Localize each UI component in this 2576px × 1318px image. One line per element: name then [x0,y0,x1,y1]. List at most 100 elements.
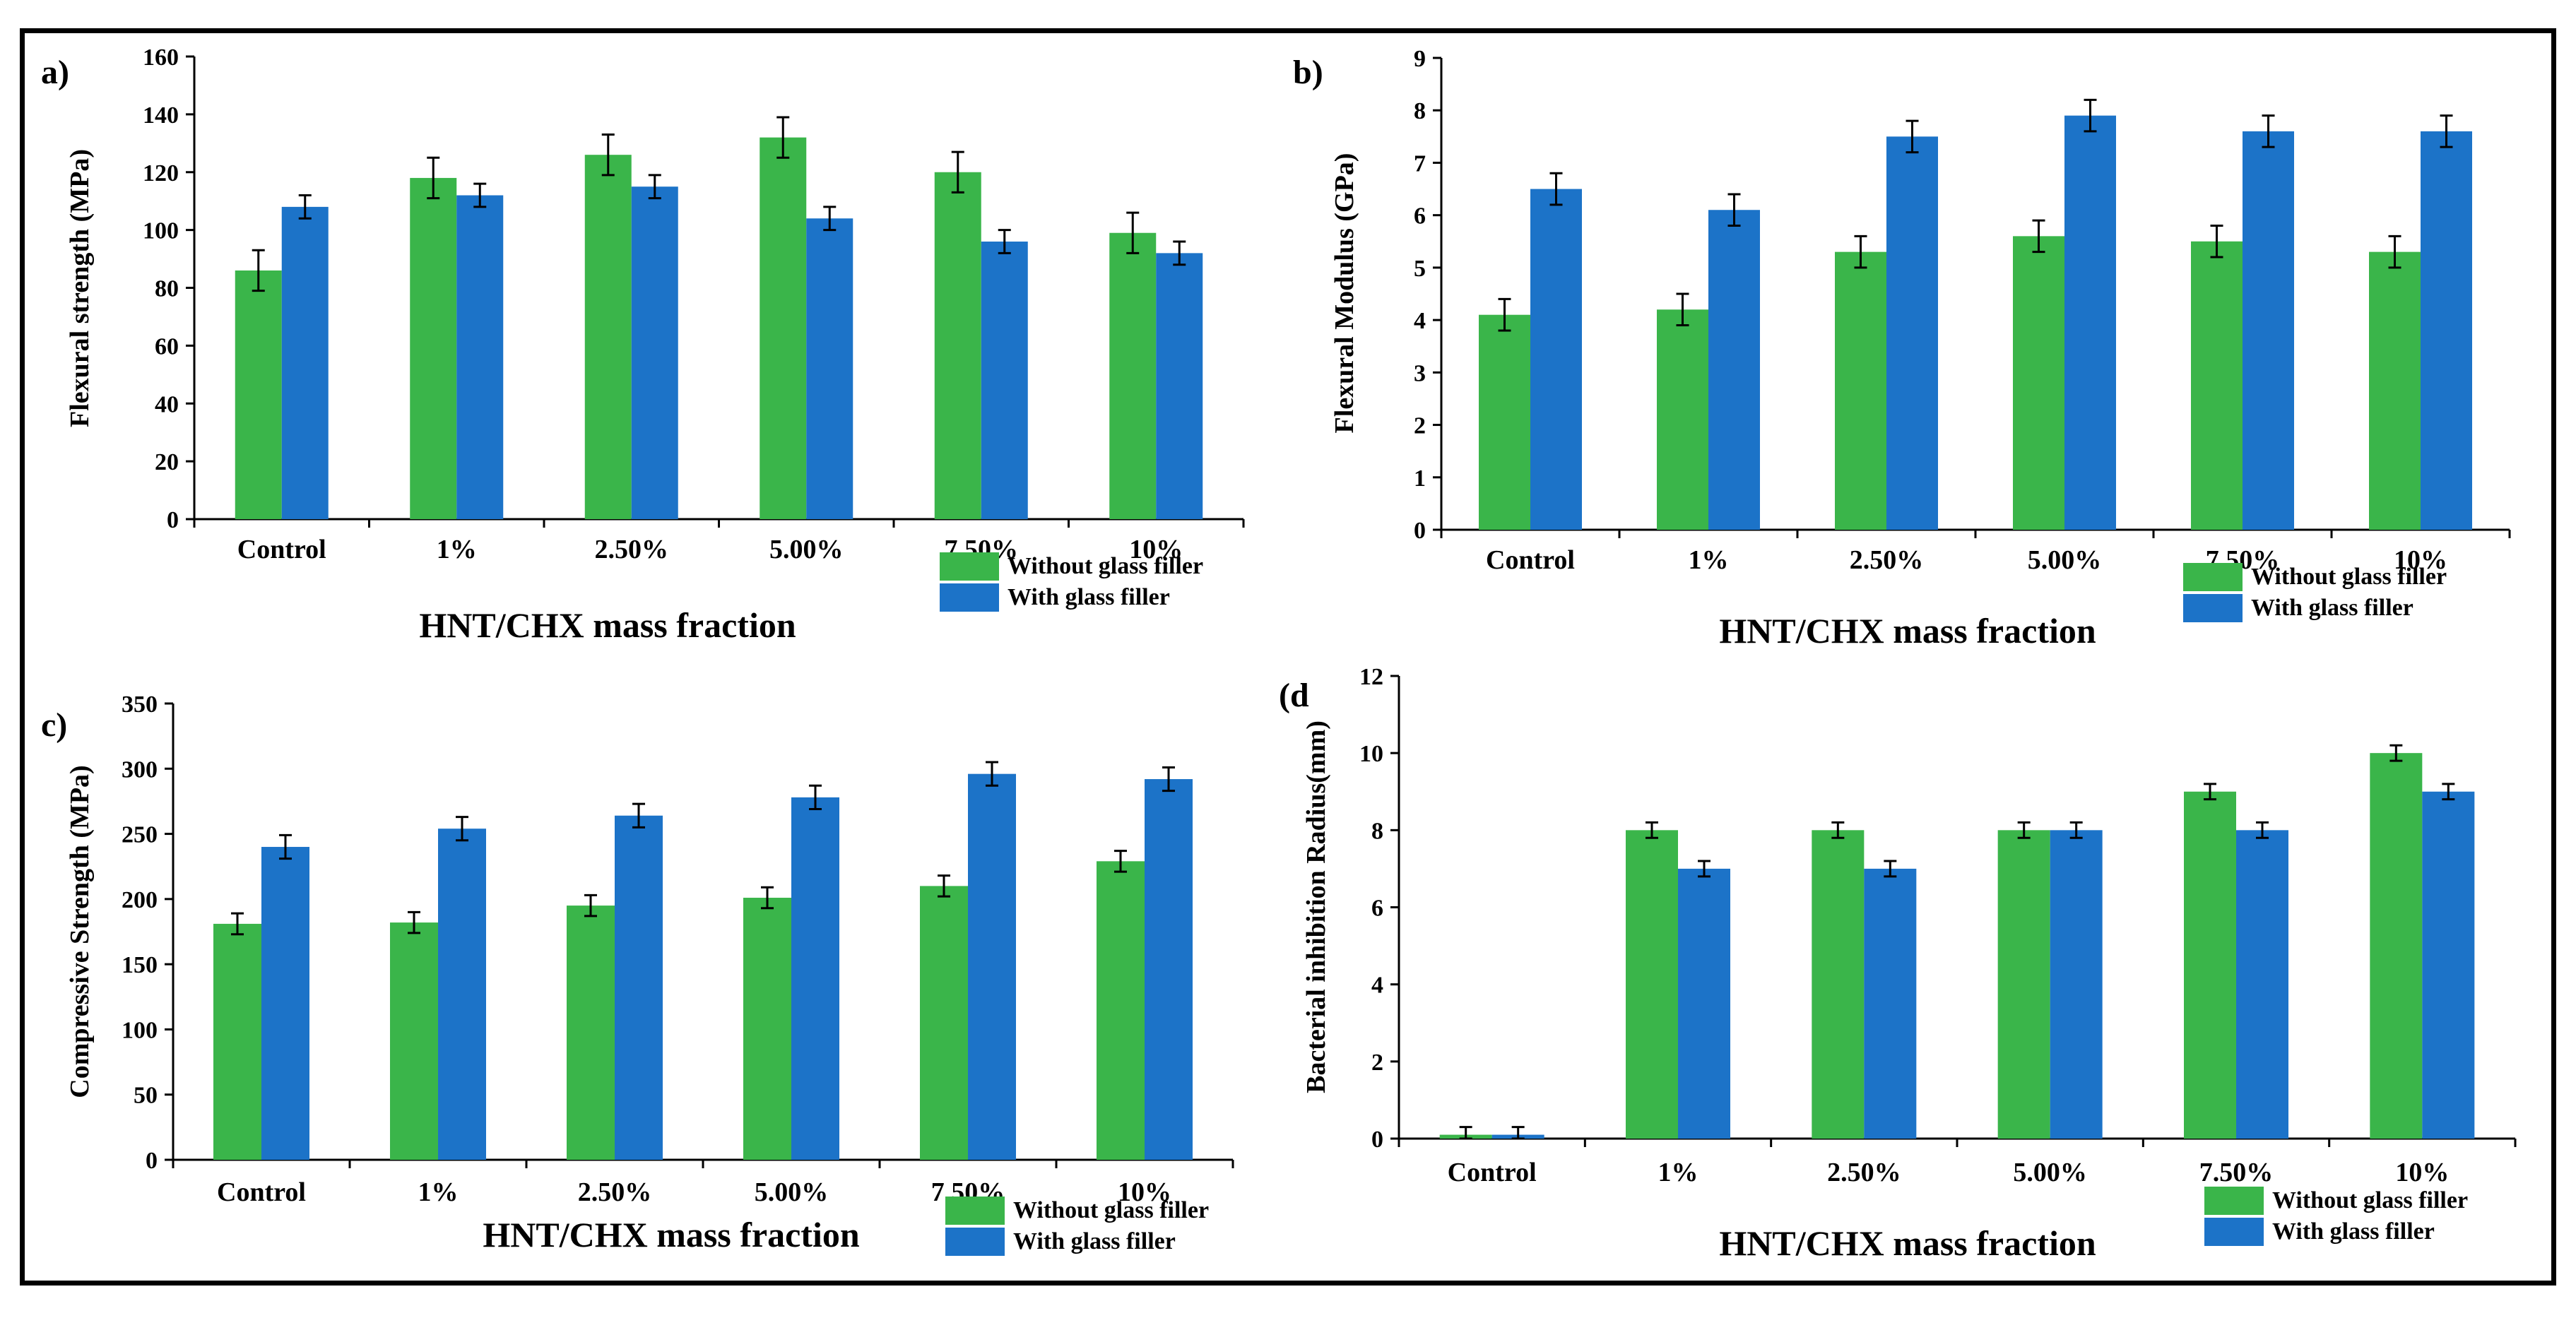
panel-a-x-axis-title: HNT/CHX mass fraction [419,605,796,645]
panel-d-bar-without-filler [2184,791,2236,1139]
panel-b-legend-swatch-with [2183,594,2243,622]
panel-d-bar-without-filler [1997,830,2050,1139]
panel-b-legend-label: With glass filler [2251,595,2413,621]
panel-b-legend-label: Without glass filler [2251,564,2447,590]
panel-c-y-axis-title: Compressive Strength (MPa) [65,765,95,1098]
panel-a-y-tick-label: 120 [143,160,179,186]
panel-d-legend-swatch-without [2204,1187,2264,1215]
panel-b-category-label: 1% [1689,545,1729,575]
panel-d-y-axis-title: Bacterial inhibition Radius(mm) [1301,720,1331,1093]
panel-b-y-tick-label: 5 [1414,256,1426,282]
panel-c-legend-label: With glass filler [1013,1228,1176,1254]
panel-b-y-tick-label: 2 [1414,413,1426,439]
panel-c-legend-label: Without glass filler [1013,1197,1209,1223]
panel-d-category-label: 1% [1658,1158,1698,1187]
panel-a-category-label: 2.50% [595,535,669,564]
panel-a-y-tick-label: 40 [155,391,179,417]
panel-a-label: a) [41,54,69,91]
panel-a-bar-without-filler [934,172,981,519]
panel-b-category-label: Control [1486,545,1575,575]
panel-a-category-label: 10% [1129,535,1183,564]
panel-c-bar-with-filler [791,797,839,1160]
panel-c-bar-with-filler [968,773,1016,1160]
panel-c-y-tick-label: 100 [122,1017,158,1043]
panel-a-bar-without-filler [584,155,632,519]
panel-b-category-label: 2.50% [1850,545,1924,575]
figure-frame [20,28,2556,1286]
panel-a-bar-with-filler [1156,253,1203,519]
panel-c-bar-without-filler [1097,861,1145,1160]
panel-d-bar-with-filler [2236,830,2288,1139]
panel-b-y-tick-label: 0 [1414,518,1426,544]
panel-c-bar-without-filler [213,923,261,1160]
panel-d-label: (d [1279,677,1309,714]
panel-b-bar-with-filler [1708,210,1760,530]
panel-d-y-tick-label: 10 [1359,741,1383,767]
panel-b-bar-without-filler [2369,251,2421,530]
panel-c-bar-with-filler [261,847,309,1160]
panel-c-y-tick-label: 0 [146,1148,158,1174]
panel-c-y-tick-label: 200 [122,887,158,913]
panel-a-bar-without-filler [1109,232,1157,519]
panel-d-bar-with-filler [2050,830,2103,1139]
panel-c-category-label: 1% [418,1177,459,1207]
panel-b-y-axis-title: Flexural Modulus (GPa) [1330,153,1359,434]
panel-a-y-tick-label: 100 [143,218,179,244]
panel-d-bar-with-filler [1678,868,1730,1139]
panel-c-bar-without-filler [743,898,791,1160]
panel-b-bar-without-filler [1479,314,1530,530]
panel-d-y-tick-label: 2 [1371,1050,1383,1076]
panel-b-y-tick-label: 8 [1414,98,1426,124]
panel-a-y-tick-label: 60 [155,333,179,360]
panel-a-bar-with-filler [631,186,678,519]
panel-d-bar-without-filler [1812,830,1865,1139]
panel-b-y-tick-label: 4 [1414,308,1426,334]
panel-d-legend-label: Without glass filler [2272,1187,2468,1213]
panel-b-y-tick-label: 9 [1414,46,1426,72]
panel-b-bar-with-filler [2421,131,2472,530]
panel-a-y-tick-label: 20 [155,449,179,475]
panel-c-bar-without-filler [390,922,438,1160]
panel-d-y-tick-label: 0 [1371,1127,1383,1153]
panel-a-y-tick-label: 140 [143,102,179,129]
panel-a-y-tick-label: 80 [155,276,179,302]
panel-b-y-tick-label: 7 [1414,150,1426,177]
panel-a-y-tick-label: 160 [143,44,179,71]
panel-a-bar-without-filler [760,137,807,519]
panel-d-bar-with-filler [2422,791,2475,1139]
panel-b-x-axis-title: HNT/CHX mass fraction [1719,611,2096,651]
panel-d-category-label: 7.50% [2199,1158,2274,1187]
panel-b-bar-with-filler [1530,189,1582,530]
panel-d-category-label: 10% [2395,1158,2449,1187]
panel-c-category-label: 2.50% [578,1177,652,1207]
panel-b-bar-without-filler [2191,241,2243,530]
panel-d-y-tick-label: 4 [1371,973,1383,999]
panel-a-category-label: Control [237,535,326,564]
panel-d-category-label: 5.00% [2013,1158,2087,1187]
panel-d-bar-without-filler [1626,830,1678,1139]
panel-d-y-tick-label: 6 [1371,896,1383,922]
panel-b-y-tick-label: 6 [1414,203,1426,230]
panel-b-y-tick-label: 1 [1414,465,1426,492]
panel-c-legend-swatch-without [945,1197,1005,1225]
panel-c-bar-without-filler [567,906,615,1160]
panel-d-bar-without-filler [2370,753,2423,1139]
panel-c-bar-without-filler [920,886,968,1160]
panel-b-category-label: 5.00% [2028,545,2102,575]
panel-c-category-label: Control [217,1177,306,1207]
panel-a-y-axis-title: Flexural strength (MPa) [65,149,95,427]
panel-c-category-label: 5.00% [755,1177,829,1207]
panel-b-bar-without-filler [1657,309,1708,530]
panel-d-category-label: Control [1448,1158,1537,1187]
panel-c-category-label: 10% [1118,1177,1171,1207]
panel-c-bar-with-filler [1145,779,1193,1160]
panel-a-bar-with-filler [281,206,329,519]
panel-d-category-label: 2.50% [1827,1158,1901,1187]
panel-b-bar-without-filler [1835,251,1886,530]
panel-d-bar-with-filler [1864,868,1917,1139]
panel-b-bar-with-filler [1886,136,1938,530]
panel-a-category-label: 5.00% [769,535,844,564]
panel-c-y-tick-label: 300 [122,756,158,783]
panel-c-bar-with-filler [615,815,663,1160]
